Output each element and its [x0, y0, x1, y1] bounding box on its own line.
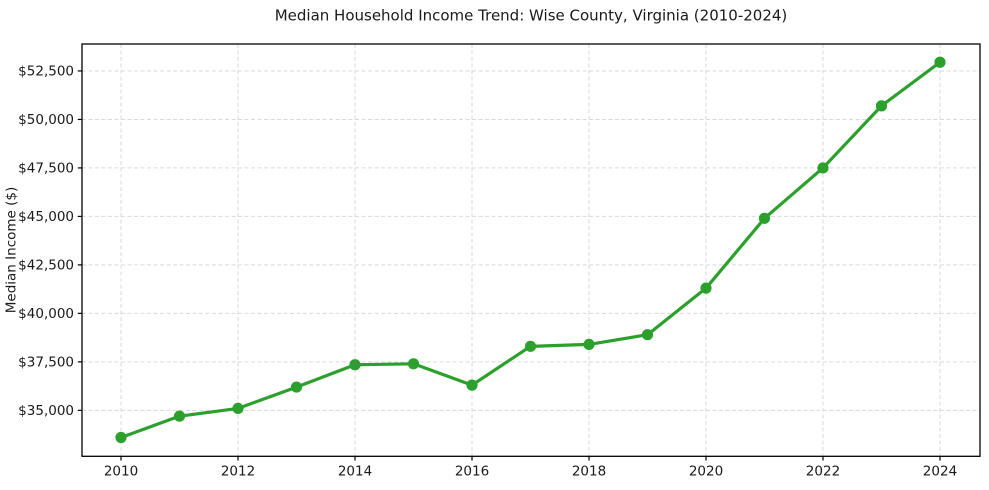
x-tick-label: 2022 [806, 464, 840, 480]
data-point [758, 212, 771, 224]
data-point [290, 381, 303, 393]
data-point [583, 338, 595, 351]
x-tick-label: 2014 [338, 464, 372, 480]
trend-line [119, 60, 942, 440]
y-tick-label: $35,000 [18, 403, 74, 419]
x-tick-label: 2018 [572, 464, 606, 480]
data-point [700, 282, 712, 294]
y-tick-label: $50,000 [18, 112, 74, 128]
y-tick-label: $47,500 [18, 161, 74, 177]
data-point [524, 340, 537, 352]
x-tick-label: 2024 [923, 464, 957, 480]
x-tick-label: 2016 [455, 464, 489, 480]
data-point [641, 329, 654, 341]
data-point [466, 379, 478, 391]
data-point [875, 100, 888, 112]
y-tick-label: $42,500 [18, 257, 74, 273]
data-point [232, 402, 244, 414]
y-tick-label: $52,500 [18, 64, 74, 80]
data-point [115, 431, 127, 444]
x-tick-label: 2010 [104, 464, 138, 480]
data-point [173, 410, 186, 422]
data-point [407, 358, 420, 370]
y-tick-label: $40,000 [18, 306, 74, 322]
data-point [817, 162, 829, 174]
chart-title: Median Household Income Trend: Wise Coun… [275, 7, 788, 25]
x-tick-label: 2020 [689, 464, 723, 480]
data-point [349, 359, 361, 371]
plot-border [81, 43, 981, 457]
x-tick-label: 2012 [221, 464, 255, 480]
y-tick-label: $37,500 [18, 354, 74, 370]
y-axis-label: Median Income ($) [4, 187, 20, 313]
y-tick-label: $45,000 [18, 209, 74, 225]
data-point [934, 56, 946, 68]
